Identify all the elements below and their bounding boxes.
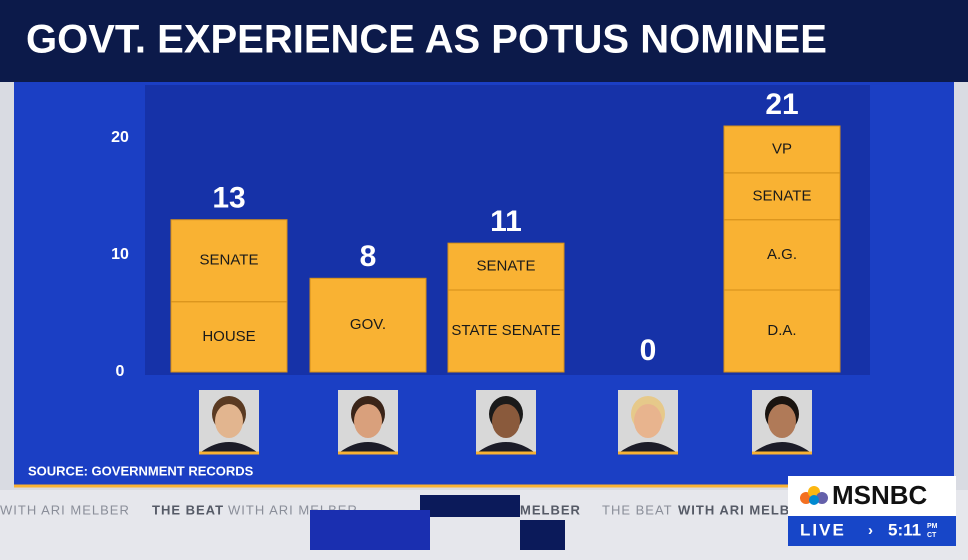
ticker-block [310,510,430,550]
peacock-logo [800,486,828,505]
clock-time: 5:11 [888,520,921,539]
segment-label: A.G. [767,246,797,263]
portrait-face [768,404,796,438]
portrait-face [492,404,520,438]
ticker-block [420,495,520,517]
ticker-block [520,520,565,550]
segment-label: VP [772,140,792,157]
segment-label: SENATE [753,187,812,204]
ticker-item: MELBER [520,502,581,517]
ticker-item: WITH ARI MELBER [678,502,810,517]
bar-segment [723,289,841,373]
live-label: LIVE [800,520,846,539]
portrait [199,390,259,455]
segment-label: GOV. [350,316,386,333]
live-arrow: › [868,522,873,539]
total-label: 8 [360,240,377,273]
portrait [476,390,536,455]
portrait-suit [478,442,534,452]
bar-segment [723,219,841,291]
bar-segment [447,242,565,291]
portrait-suit [340,442,396,452]
bar-segment [723,172,841,221]
clock-zone: CT [927,532,937,539]
live-box [788,516,956,546]
portrait-face [354,404,382,438]
total-label: 21 [765,88,798,121]
title-band [0,0,968,82]
bar-segment [170,219,288,303]
segment-label: STATE SENATE [451,322,560,339]
portrait-suit [201,442,257,452]
ticker: WITH ARI MELBER THE BEAT WITH ARI MELBER ME… [0,502,810,517]
portrait [338,390,398,455]
portrait [618,390,678,455]
y-tick-label: 0 [116,363,125,380]
chart-title: GOVT. EXPERIENCE AS POTUS NOMINEE [26,18,827,62]
portrait-suit [620,442,676,452]
clock-ampm: PM [927,523,938,530]
segment-label: HOUSE [202,328,255,345]
network-name: MSNBC [832,480,928,510]
total-label: 11 [490,205,522,238]
ticker-item: WITH ARI MELBER [0,502,130,517]
bar-segment [723,125,841,174]
y-tick-label: 20 [111,129,129,146]
portrait [752,390,812,455]
segment-label: D.A. [767,322,796,339]
segment-label: SENATE [477,258,536,275]
portrait-face [634,404,662,438]
portrait-face [215,404,243,438]
bar-segment [309,277,427,373]
bar-segment [170,301,288,373]
portrait-suit [754,442,810,452]
ticker-item: THE BEAT [602,502,673,517]
source-note: SOURCE: GOVERNMENT RECORDS [28,463,254,478]
total-label: 0 [640,334,657,367]
total-label: 13 [212,182,245,215]
y-tick-label: 10 [111,246,129,263]
segment-label: SENATE [200,252,259,269]
ticker-item: THE BEAT [152,502,224,517]
